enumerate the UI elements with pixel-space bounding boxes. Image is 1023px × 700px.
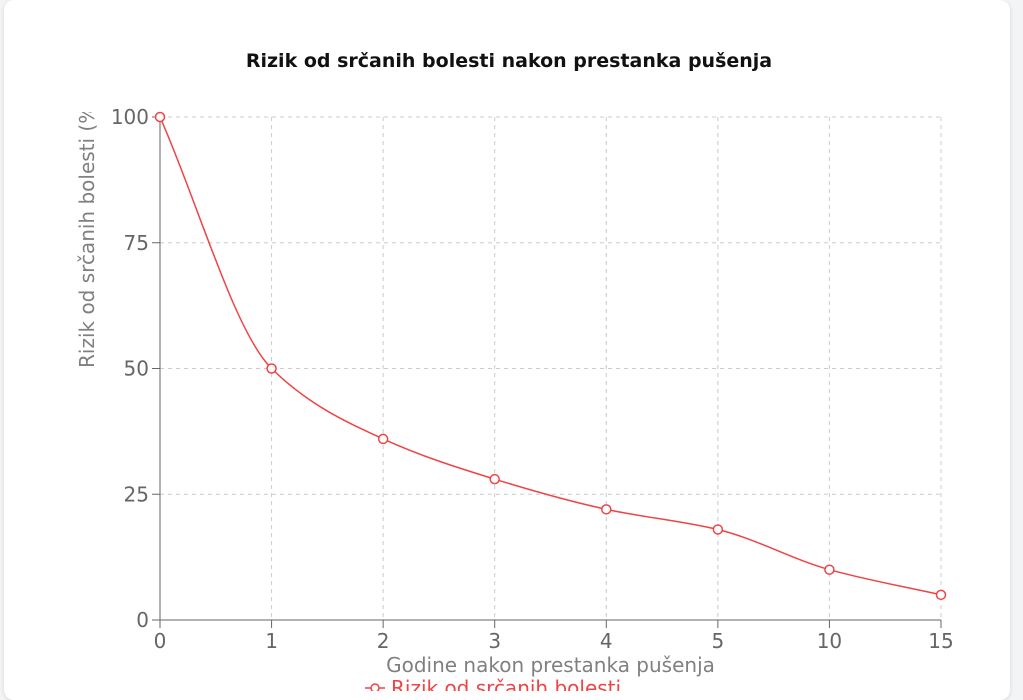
y-tick-label: 50	[124, 357, 149, 381]
series-layer	[154, 111, 947, 601]
y-axis-title: Rizik od srčanih bolesti (%)	[75, 97, 99, 368]
axes	[152, 116, 942, 628]
y-axis-title-wrapper: Rizik od srčanih bolesti (%)	[75, 97, 99, 368]
y-tick-label: 100	[111, 105, 149, 129]
data-point[interactable]	[154, 111, 166, 123]
x-tick-label: 5	[711, 629, 724, 653]
data-point[interactable]	[935, 589, 947, 601]
x-tick-label: 4	[600, 629, 613, 653]
data-point[interactable]	[824, 564, 835, 575]
legend[interactable]: Rizik od srčanih bolesti	[365, 676, 621, 691]
series-line	[159, 116, 942, 596]
data-point[interactable]	[489, 473, 500, 485]
y-tick-label: 75	[124, 231, 149, 255]
legend-label: Rizik od srčanih bolesti	[391, 676, 621, 691]
x-tick-labels: 0 1 2 3 4 5 10 15	[154, 629, 954, 653]
data-point[interactable]	[266, 363, 277, 374]
y-tick-label: 0	[136, 608, 149, 632]
x-tick-label: 2	[377, 629, 390, 653]
grid-lines	[160, 116, 942, 620]
y-tick-labels: 0 25 50 75 100	[111, 105, 149, 632]
y-tick-label: 25	[124, 482, 149, 506]
x-axis-title: Godine nakon prestanka pušenja	[386, 653, 715, 677]
chart-title: Rizik od srčanih bolesti nakon prestanka…	[245, 50, 773, 72]
x-tick-label: 15	[928, 629, 953, 653]
data-point[interactable]	[712, 524, 724, 535]
x-tick-label: 0	[154, 629, 167, 653]
x-tick-label: 3	[488, 629, 501, 653]
data-point[interactable]	[601, 504, 612, 515]
x-tick-label: 1	[265, 629, 278, 653]
data-point[interactable]	[377, 433, 389, 445]
legend-marker-icon	[370, 683, 380, 691]
x-tick-label: 10	[817, 629, 842, 653]
